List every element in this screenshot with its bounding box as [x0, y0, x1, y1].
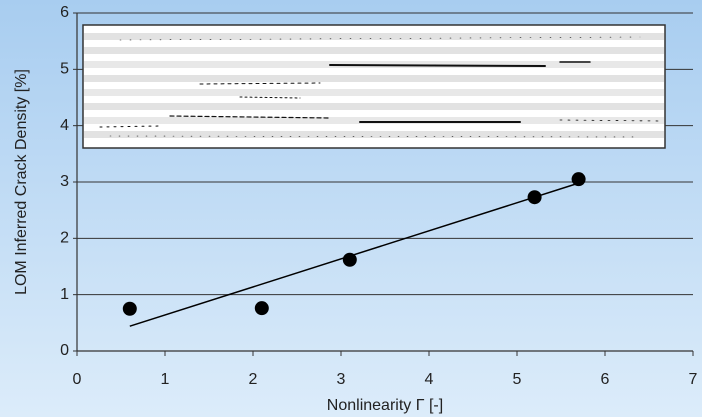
x-tick-label: 2 [249, 371, 258, 388]
x-tick-label: 1 [161, 371, 170, 388]
x-tick-label: 0 [73, 371, 82, 388]
x-tick-label: 7 [689, 371, 698, 388]
x-tick-label: 3 [337, 371, 346, 388]
y-tick-label: 4 [60, 117, 69, 134]
y-tick-label: 1 [60, 286, 69, 303]
chart: 0 1 2 3 4 5 6 0 1 2 3 4 5 6 7 Nonlinearity Γ [-] LOM I… [0, 0, 702, 417]
data-point [255, 301, 269, 315]
y-tick-label: 0 [60, 342, 69, 359]
x-tick-label: 5 [513, 371, 522, 388]
x-tick-label: 6 [601, 371, 610, 388]
data-point [123, 302, 137, 316]
y-axis-label: LOM Inferred Crack Density [%] [13, 69, 30, 295]
inset-micrograph [83, 25, 665, 148]
y-tick-label: 2 [60, 230, 69, 247]
y-tick-label: 6 [60, 4, 69, 21]
y-tick-label: 5 [60, 61, 69, 78]
y-tick-label: 3 [60, 173, 69, 190]
x-tick-label: 4 [425, 371, 434, 388]
x-axis-label: Nonlinearity Γ [-] [327, 397, 443, 414]
